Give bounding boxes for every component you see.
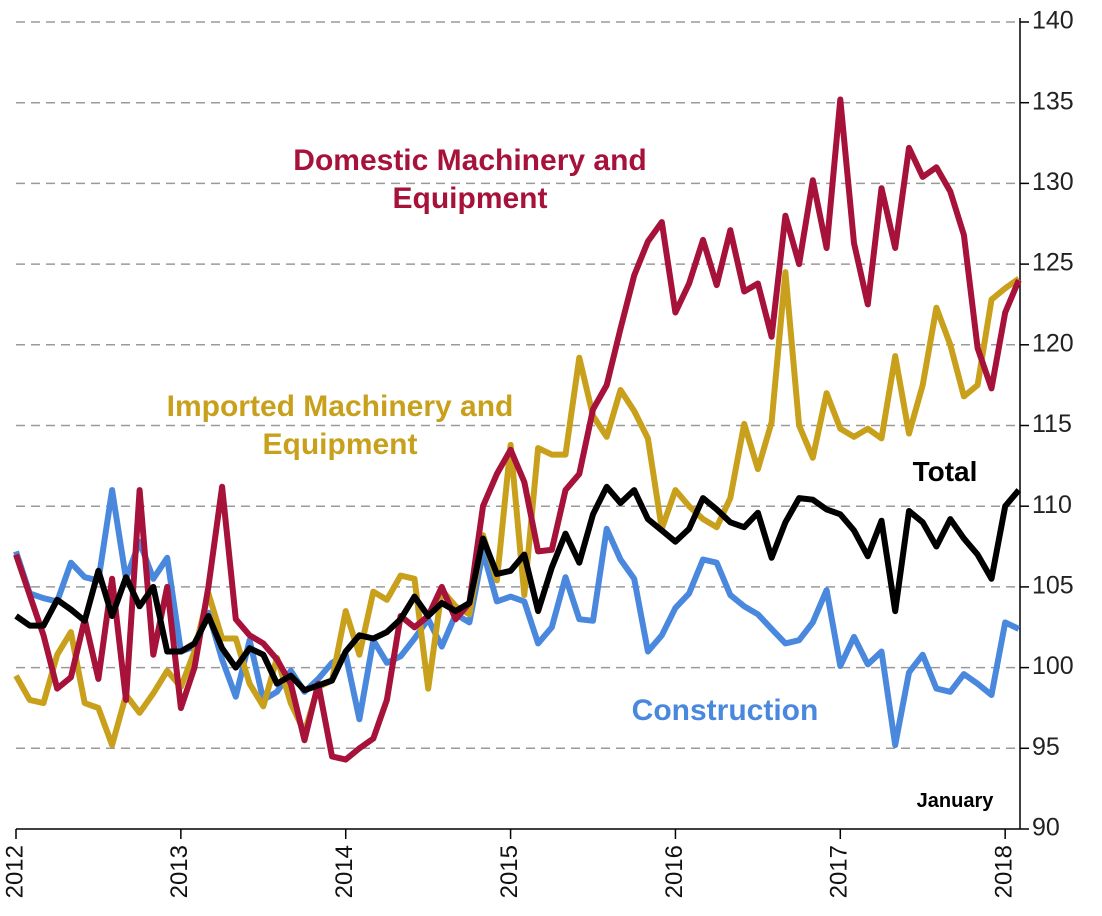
series-label: Domestic Machinery and Equipment [293, 144, 647, 215]
line-series [13, 96, 1022, 763]
y-tick-label: 110 [1032, 491, 1072, 519]
x-tick-label: 2018 [991, 845, 1018, 898]
y-tick-label: 95 [1032, 733, 1060, 761]
y-tick-label: 115 [1032, 410, 1072, 438]
y-tick-label: 140 [1032, 7, 1074, 35]
x-tick-label: 2014 [331, 845, 358, 898]
y-tick-label: 105 [1032, 572, 1074, 600]
x-tick-label: 2016 [661, 845, 688, 898]
y-tick-label: 120 [1032, 329, 1074, 357]
series-label: Imported Machinery and Equipment [166, 390, 514, 461]
annotation: January [916, 790, 994, 812]
y-tick-label: 125 [1032, 249, 1074, 277]
series-label: Construction [631, 694, 819, 727]
y-tick-label: 130 [1032, 168, 1074, 196]
x-tick-label: 2017 [826, 845, 853, 898]
line-series [14, 483, 1022, 694]
y-tick-label: 100 [1032, 652, 1074, 680]
series-label: Total [912, 456, 978, 487]
x-tick-label: 2012 [1, 845, 28, 898]
line-series [13, 269, 1021, 749]
y-tick-label: 135 [1032, 87, 1074, 115]
x-tick-label: 2015 [496, 845, 523, 898]
y-tick-label: 90 [1032, 814, 1060, 842]
x-tick-label: 2013 [166, 845, 193, 898]
